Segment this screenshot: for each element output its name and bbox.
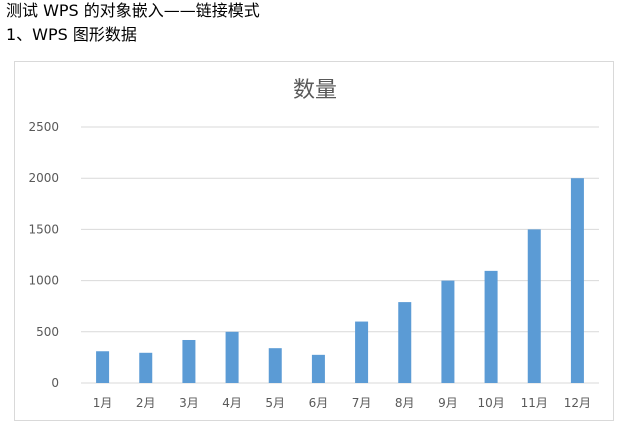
y-tick-label: 1000 — [28, 274, 59, 288]
section-heading: 1、WPS 图形数据 — [6, 25, 137, 44]
bar-1 — [96, 351, 110, 383]
x-axis-ticks: 1月 2月 3月 4月 5月 6月 7月 8月 9月 10月 11月 12月 — [93, 396, 591, 410]
bar-4 — [225, 331, 239, 383]
y-tick-label: 500 — [36, 325, 59, 339]
x-tick-label: 3月 — [179, 396, 199, 410]
bars — [96, 178, 584, 383]
x-tick-label: 11月 — [521, 396, 548, 410]
x-tick-label: 5月 — [265, 396, 285, 410]
gridlines — [81, 126, 599, 384]
bar-7 — [355, 321, 369, 383]
chart-title: 数量 — [293, 78, 337, 103]
bar-12 — [570, 178, 584, 383]
x-tick-label: 7月 — [352, 396, 372, 410]
x-tick-label: 9月 — [438, 396, 458, 410]
bar-2 — [139, 352, 153, 383]
y-tick-label: 2000 — [28, 171, 59, 185]
bar-10 — [484, 270, 498, 383]
bar-9 — [441, 280, 455, 383]
bar-5 — [268, 348, 282, 383]
bar-11 — [527, 229, 541, 383]
bar-3 — [182, 339, 196, 383]
document-heading: 测试 WPS 的对象嵌入——链接模式 — [6, 1, 260, 20]
x-tick-label: 2月 — [136, 396, 156, 410]
bar-8 — [398, 302, 412, 383]
x-tick-label: 1月 — [93, 396, 113, 410]
x-tick-label: 4月 — [222, 396, 242, 410]
x-tick-label: 10月 — [477, 396, 504, 410]
x-tick-label: 8月 — [395, 396, 415, 410]
x-tick-label: 12月 — [564, 396, 591, 410]
y-tick-label: 1500 — [28, 222, 59, 236]
bar-6 — [311, 354, 325, 383]
chart-object[interactable]: 数量 0 500 1000 1500 2000 2500 1月 2月 3月 4月 5月 6月 7月 8月… — [14, 61, 614, 421]
bar-chart: 数量 0 500 1000 1500 2000 2500 1月 2月 3月 4月 5月 6月 7月 8月… — [28, 78, 599, 410]
y-tick-label: 2500 — [28, 120, 59, 134]
y-tick-label: 0 — [51, 376, 59, 390]
x-tick-label: 6月 — [309, 396, 329, 410]
y-axis-ticks: 0 500 1000 1500 2000 2500 — [28, 120, 59, 390]
